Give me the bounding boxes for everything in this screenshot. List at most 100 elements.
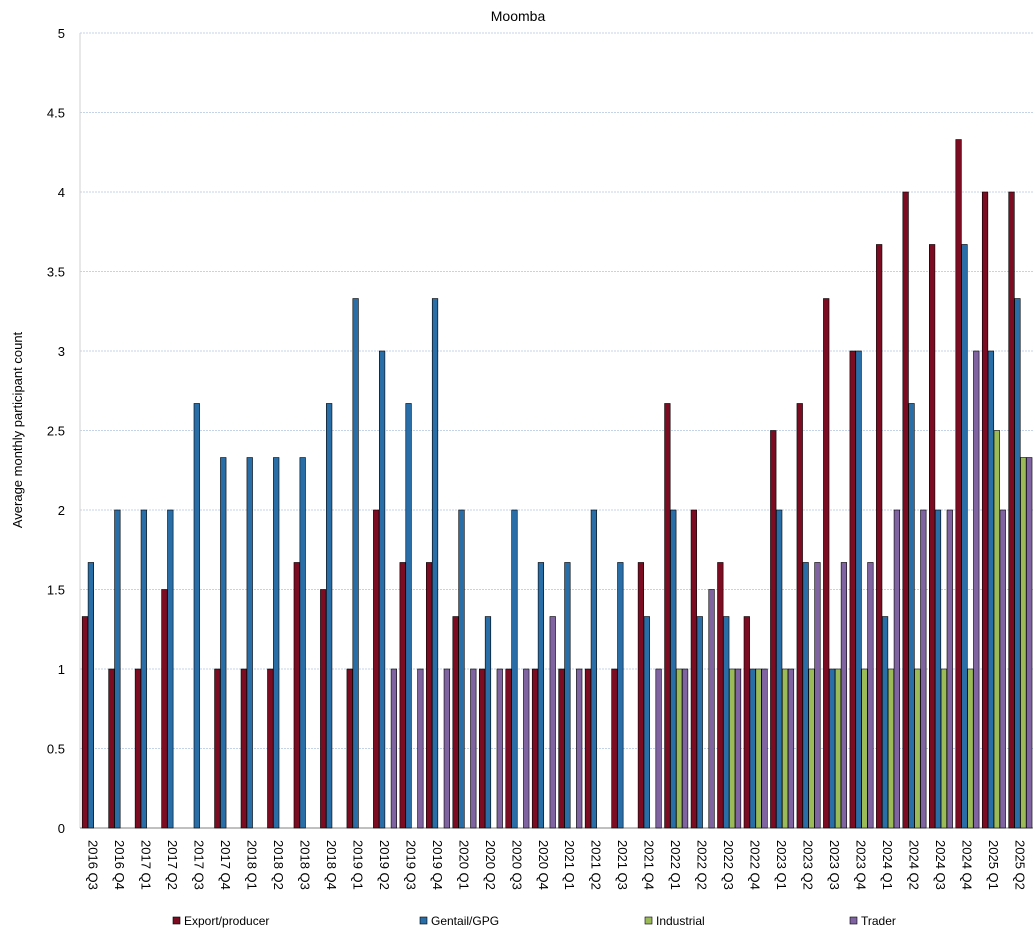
y-tick-label: 1.5 xyxy=(47,583,65,598)
bar-export-producer-2019-q2 xyxy=(373,509,380,829)
bar-trader-2023-q3 xyxy=(840,562,848,829)
x-tick-label: 2016 Q4 xyxy=(112,840,127,890)
x-tick-label: 2023 Q2 xyxy=(800,840,815,890)
y-tick-label: 2 xyxy=(58,503,65,518)
x-tick-label: 2019 Q3 xyxy=(403,840,418,890)
bar-export-producer-2018-q2 xyxy=(267,668,274,829)
bar-export-producer-2023-q4 xyxy=(849,350,856,829)
bar-export-producer-2020-q2 xyxy=(478,668,486,829)
bar-trader-2023-q2 xyxy=(814,562,821,829)
bar-trader-2022-q2 xyxy=(708,589,715,829)
legend-label: Industrial xyxy=(656,914,705,928)
bar-gentail-gpg-2022-q3 xyxy=(723,616,730,829)
bar-export-producer-2021-q3 xyxy=(611,668,618,829)
x-tick-label: 2023 Q1 xyxy=(774,840,789,890)
bar-gentail-gpg-2021-q3 xyxy=(617,562,624,829)
bar-trader-2022-q4 xyxy=(761,668,768,829)
x-tick-label: 2019 Q2 xyxy=(377,840,392,890)
x-tick-label: 2019 Q1 xyxy=(350,840,365,890)
bar-gentail-gpg-2017-q1 xyxy=(140,509,147,829)
x-tick-label: 2023 Q3 xyxy=(827,840,842,890)
bar-trader-2020-q2 xyxy=(496,668,503,829)
x-tick-label: 2017 Q3 xyxy=(192,840,207,890)
bar-trader-2020-q1 xyxy=(470,668,477,829)
bar-gentail-gpg-2019-q4 xyxy=(431,298,439,829)
bar-trader-2024-q4 xyxy=(973,350,980,829)
bar-gentail-gpg-2020-q1 xyxy=(458,509,465,829)
legend-swatch xyxy=(849,916,858,925)
bar-export-producer-2017-q2 xyxy=(161,589,168,829)
y-axis-title: Average monthly participant count xyxy=(10,331,25,528)
bar-export-producer-2023-q3 xyxy=(823,298,830,829)
bar-export-producer-2019-q3 xyxy=(399,562,406,829)
bar-trader-2024-q1 xyxy=(893,509,900,829)
bar-industrial-2024-q1 xyxy=(887,668,895,829)
x-axis-ticks: 2016 Q3 2016 Q4 2017 Q1 2017 Q2 2017 Q3 2017 … xyxy=(86,840,1028,890)
bar-industrial-2024-q3 xyxy=(940,668,948,829)
y-tick-label: 0 xyxy=(58,821,65,836)
bar-industrial-2024-q4 xyxy=(967,668,974,829)
bar-gentail-gpg-2022-q4 xyxy=(749,668,756,829)
bar-industrial-2023-q3 xyxy=(834,668,842,829)
bar-gentail-gpg-2024-q2 xyxy=(908,403,915,829)
bar-trader-2019-q4 xyxy=(443,668,450,829)
bar-gentail-gpg-2016-q3 xyxy=(87,562,94,829)
bar-gentail-gpg-2022-q1 xyxy=(670,509,677,829)
y-tick-label: 4 xyxy=(58,185,65,200)
x-tick-label: 2024 Q1 xyxy=(880,840,895,890)
bar-gentail-gpg-2019-q2 xyxy=(378,350,386,829)
y-tick-label: 2.5 xyxy=(47,424,65,439)
bar-gentail-gpg-2023-q2 xyxy=(802,562,809,829)
x-tick-label: 2022 Q2 xyxy=(695,840,710,890)
x-tick-label: 2020 Q4 xyxy=(536,840,551,890)
bar-export-producer-2023-q2 xyxy=(796,403,803,829)
legend-label: Trader xyxy=(861,914,896,928)
gridlines xyxy=(79,32,1033,829)
x-tick-label: 2018 Q3 xyxy=(298,840,313,890)
bar-gentail-gpg-2020-q4 xyxy=(537,562,545,829)
x-tick-label: 2024 Q3 xyxy=(933,840,948,890)
bar-gentail-gpg-2018-q2 xyxy=(273,457,280,829)
x-tick-label: 2022 Q3 xyxy=(721,840,736,890)
bar-export-producer-2021-q2 xyxy=(584,668,592,829)
bar-export-producer-2022-q4 xyxy=(743,616,750,829)
bar-gentail-gpg-2018-q3 xyxy=(299,457,306,829)
bar-trader-2025-q2 xyxy=(1026,457,1033,829)
bar-export-producer-2023-q1 xyxy=(770,430,777,829)
y-tick-label: 3.5 xyxy=(47,265,65,280)
bar-export-producer-2022-q1 xyxy=(664,403,671,829)
bar-industrial-2023-q4 xyxy=(861,668,868,829)
bar-industrial-2023-q1 xyxy=(781,668,789,829)
legend-label: Export/producer xyxy=(184,914,269,928)
legend-swatch xyxy=(644,916,653,925)
x-tick-label: 2017 Q4 xyxy=(218,840,233,890)
bar-trader-2020-q4 xyxy=(549,616,556,829)
bar-trader-2025-q1 xyxy=(999,509,1006,829)
bar-gentail-gpg-2018-q4 xyxy=(326,403,333,829)
x-tick-label: 2020 Q1 xyxy=(456,840,471,890)
bar-export-producer-2020-q3 xyxy=(505,668,512,829)
legend-swatch xyxy=(172,916,181,925)
bar-gentail-gpg-2023-q1 xyxy=(776,509,783,829)
bar-export-producer-2018-q1 xyxy=(240,668,247,829)
bar-export-producer-2025-q2 xyxy=(1008,191,1015,829)
bar-gentail-gpg-2020-q3 xyxy=(511,509,518,829)
bar-gentail-gpg-2019-q3 xyxy=(405,403,412,829)
bar-export-producer-2017-q4 xyxy=(214,668,221,829)
bar-trader-2020-q3 xyxy=(523,668,530,829)
bar-industrial-2025-q2 xyxy=(1020,457,1027,829)
bar-export-producer-2018-q3 xyxy=(293,562,300,829)
bar-export-producer-2024-q4 xyxy=(955,139,962,829)
bar-gentail-gpg-2021-q4 xyxy=(643,616,650,829)
x-tick-label: 2018 Q2 xyxy=(271,840,286,890)
bar-industrial-2023-q2 xyxy=(808,668,815,829)
y-tick-label: 4.5 xyxy=(47,106,65,121)
x-tick-label: 2020 Q3 xyxy=(509,840,524,890)
bar-trader-2024-q3 xyxy=(946,509,953,829)
bar-export-producer-2020-q4 xyxy=(531,668,539,829)
x-tick-label: 2018 Q4 xyxy=(324,840,339,890)
bar-gentail-gpg-2017-q4 xyxy=(220,457,227,829)
bar-export-producer-2021-q1 xyxy=(558,668,565,829)
bar-export-producer-2016-q4 xyxy=(108,668,115,829)
bar-export-producer-2022-q2 xyxy=(690,509,697,829)
